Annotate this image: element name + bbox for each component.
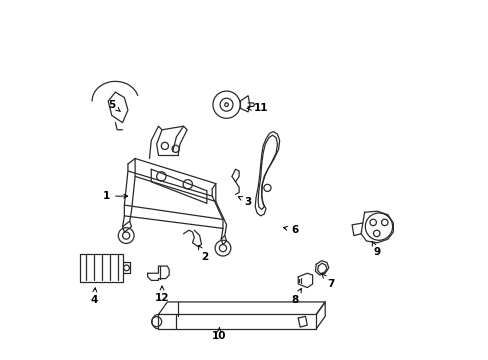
Text: 2: 2 bbox=[198, 246, 208, 262]
Text: 3: 3 bbox=[238, 197, 251, 207]
Text: 5: 5 bbox=[108, 100, 120, 112]
Text: 12: 12 bbox=[155, 286, 169, 303]
Text: 1: 1 bbox=[102, 191, 127, 201]
Text: 4: 4 bbox=[90, 288, 98, 305]
Text: 7: 7 bbox=[322, 274, 334, 289]
Text: 11: 11 bbox=[247, 103, 267, 113]
Text: 9: 9 bbox=[371, 242, 380, 257]
Text: 8: 8 bbox=[290, 288, 301, 305]
Text: 6: 6 bbox=[283, 225, 298, 235]
Text: 10: 10 bbox=[212, 328, 226, 341]
